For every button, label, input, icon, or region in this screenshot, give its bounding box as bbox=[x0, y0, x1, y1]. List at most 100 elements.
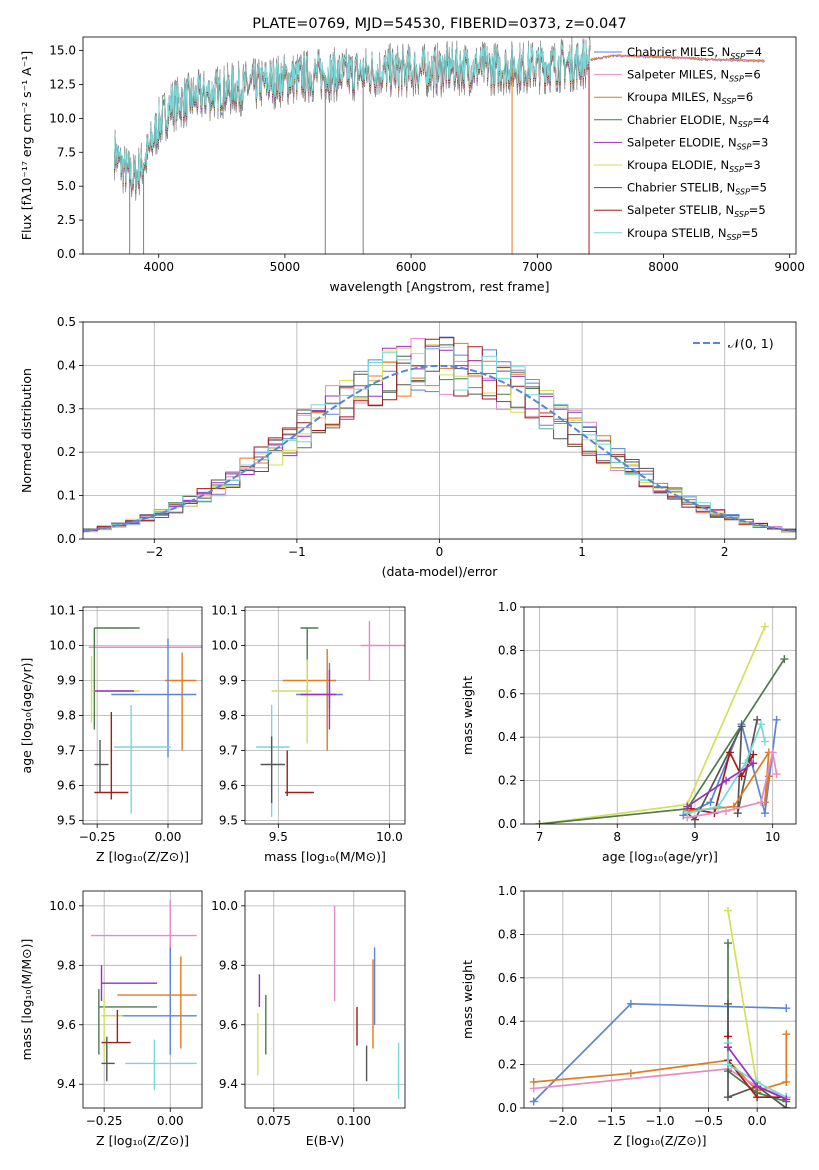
y-tick-label: 9.6 bbox=[57, 1018, 76, 1032]
x-tick-label: 10.0 bbox=[376, 830, 403, 844]
x-tick-label: −0.25 bbox=[79, 830, 116, 844]
histograms bbox=[83, 336, 796, 534]
series bbox=[529, 906, 791, 1108]
series-marker-salpeter_elodie bbox=[782, 1095, 791, 1104]
gridlines bbox=[524, 606, 796, 825]
series-marker-salpeter_elodie bbox=[724, 1043, 732, 1052]
series-marker-kroupa_elodie bbox=[724, 906, 732, 915]
series-marker-chabrier_stelib bbox=[737, 722, 746, 731]
y-tick-label: 15.0 bbox=[49, 44, 76, 58]
series-marker-chabrier_elodie bbox=[780, 655, 789, 664]
y-tick-label: 9.4 bbox=[219, 1077, 238, 1091]
y-tick-label: 0.4 bbox=[57, 358, 76, 372]
y-tick-label: 7.5 bbox=[57, 145, 76, 159]
axes-frame bbox=[244, 890, 406, 1109]
series-marker-salpeter_elodie bbox=[722, 776, 731, 785]
series-marker-kroupa_miles bbox=[782, 1077, 791, 1086]
legend-label: Kroupa STELIB, NSSP=5 bbox=[627, 226, 758, 242]
series-marker-chabrier_miles bbox=[706, 798, 715, 807]
residuals-panel: −2 −1 0 1 2 0.0 0.1 0.2 0.3 0.4 0.5 (data-model)/er… bbox=[19, 315, 797, 579]
y-tick-label: 0.2 bbox=[498, 1058, 517, 1072]
y-axis-label: Flux [fλ10⁻¹⁷ erg cm⁻² s⁻¹ A⁻¹] bbox=[19, 51, 34, 240]
y-tick-label: 9.7 bbox=[57, 744, 76, 758]
y-tick-label: 9.6 bbox=[219, 1018, 238, 1032]
x-tick-label: 4000 bbox=[143, 260, 174, 274]
x-tick-label: −1 bbox=[288, 545, 306, 559]
y-tick-label: 0.0 bbox=[57, 247, 76, 261]
series-marker-chabrier_miles bbox=[782, 1004, 791, 1013]
x-tick-label: −2 bbox=[145, 545, 163, 559]
y-tick-label: 0.4 bbox=[498, 1014, 517, 1028]
y-tick-label: 10.0 bbox=[211, 639, 238, 653]
x-tick-label: 8000 bbox=[648, 260, 679, 274]
x-tick-label: 0.00 bbox=[157, 1114, 184, 1128]
series-marker-chabrier_miles bbox=[760, 809, 769, 818]
error-bars bbox=[90, 899, 197, 1091]
model-spectrum-kroupa_stelib bbox=[114, 40, 591, 191]
series-marker-chabrier_miles bbox=[772, 715, 781, 724]
y-tick-label: 9.5 bbox=[219, 814, 238, 828]
y-tick-label: 0.0 bbox=[498, 1101, 517, 1115]
x-tick-label: 9000 bbox=[774, 260, 805, 274]
x-axis-label: (data-model)/error bbox=[382, 564, 499, 579]
y-tick-label: 10.0 bbox=[49, 899, 76, 913]
y-tick-label: 9.7 bbox=[219, 744, 238, 758]
x-tick-label: 0 bbox=[436, 545, 444, 559]
y-tick-label: 9.8 bbox=[57, 958, 76, 972]
y-tick-label: 10.1 bbox=[49, 604, 76, 618]
x-axis-label: age [log₁₀(age/yr)] bbox=[602, 849, 718, 864]
gaussian-curve bbox=[83, 364, 796, 533]
x-axis-label: E(B-V) bbox=[306, 1133, 345, 1148]
y-tick-label: 0.6 bbox=[498, 687, 517, 701]
ticks: 7 8 9 10 0.0 0.2 0.4 0.6 0.8 1.0 bbox=[498, 600, 780, 844]
y-tick-label: 0.0 bbox=[57, 532, 76, 546]
y-tick-label: 0.0 bbox=[498, 817, 517, 831]
series-marker-kroupa_stelib bbox=[741, 759, 750, 768]
x-axis-label: mass [log₁₀(M/M⊙)] bbox=[264, 849, 386, 864]
series-marker-chabrier_stelib bbox=[733, 809, 742, 818]
x-tick-label: 9 bbox=[691, 830, 699, 844]
x-tick-label: −0.5 bbox=[694, 1114, 723, 1128]
ticks: −2 −1 0 1 2 0.0 0.1 0.2 0.3 0.4 0.5 bbox=[57, 315, 729, 559]
gridlines bbox=[245, 891, 405, 1108]
y-tick-label: 0.4 bbox=[498, 730, 517, 744]
series-marker-salpeter_stelib bbox=[749, 750, 758, 759]
spectrum-panel: 4000 5000 6000 7000 8000 9000 0.0 2.5 5.0 7.5 10.0… bbox=[19, 16, 805, 294]
ticks: −0.25 0.00 9.5 9.6 9.7 9.8 9.9 10.0 10.1 bbox=[49, 604, 181, 845]
series-marker-salpeter_elodie bbox=[683, 802, 692, 811]
chart-title: PLATE=0769, MJD=54530, FIBERID=0373, z=0… bbox=[252, 16, 626, 32]
series-marker-salpeter_stelib bbox=[753, 1093, 762, 1102]
y-tick-label: 10.0 bbox=[49, 111, 76, 125]
error-bars bbox=[256, 621, 405, 817]
series-marker-salpeter_miles bbox=[529, 1084, 538, 1093]
y-tick-label: 9.9 bbox=[219, 674, 238, 688]
series-marker-salpeter_elodie bbox=[749, 759, 758, 768]
series-marker-salpeter_miles bbox=[757, 798, 766, 807]
ticks: −2.0 −1.5 −1.0 −0.5 0.0 0.0 0.2 0.4 0.6 0.8 1.0 bbox=[498, 884, 767, 1128]
x-tick-label: 2 bbox=[721, 545, 729, 559]
y-tick-label: 1.0 bbox=[498, 884, 517, 898]
y-axis-label: mass [log₁₀(M/M⊙)] bbox=[19, 939, 34, 1061]
y-tick-label: 1.0 bbox=[498, 600, 517, 614]
y-tick-label: 9.5 bbox=[57, 814, 76, 828]
x-tick-label: 5000 bbox=[270, 260, 301, 274]
y-tick-label: 0.3 bbox=[57, 402, 76, 416]
series-marker-salpeter_miles bbox=[722, 806, 731, 815]
series-marker-salpeter_elodie bbox=[753, 1082, 762, 1091]
y-tick-label: 0.2 bbox=[57, 445, 76, 459]
series-marker-kroupa_elodie bbox=[760, 622, 769, 631]
ticks: 9.5 10.0 9.5 9.6 9.7 9.8 9.9 10.0 10.1 bbox=[211, 604, 403, 845]
x-tick-label: 8 bbox=[613, 830, 621, 844]
ticks: −0.25 0.00 9.4 9.6 9.8 10.0 bbox=[49, 899, 183, 1128]
series-marker-kroupa_miles bbox=[626, 1069, 635, 1078]
x-tick-label: −2.0 bbox=[548, 1114, 577, 1128]
x-tick-label: 0.00 bbox=[155, 830, 182, 844]
y-axis-label: mass weight bbox=[460, 960, 475, 1039]
x-tick-label: 10 bbox=[765, 830, 780, 844]
y-tick-label: 9.8 bbox=[57, 709, 76, 723]
series-marker-kroupa_miles bbox=[764, 772, 773, 781]
series-line-kroupa_elodie bbox=[539, 626, 766, 824]
legend-label: Chabrier STELIB, NSSP=5 bbox=[627, 181, 767, 197]
series-marker-chabrier_miles bbox=[626, 999, 635, 1008]
spectrum-lines bbox=[114, 37, 765, 254]
